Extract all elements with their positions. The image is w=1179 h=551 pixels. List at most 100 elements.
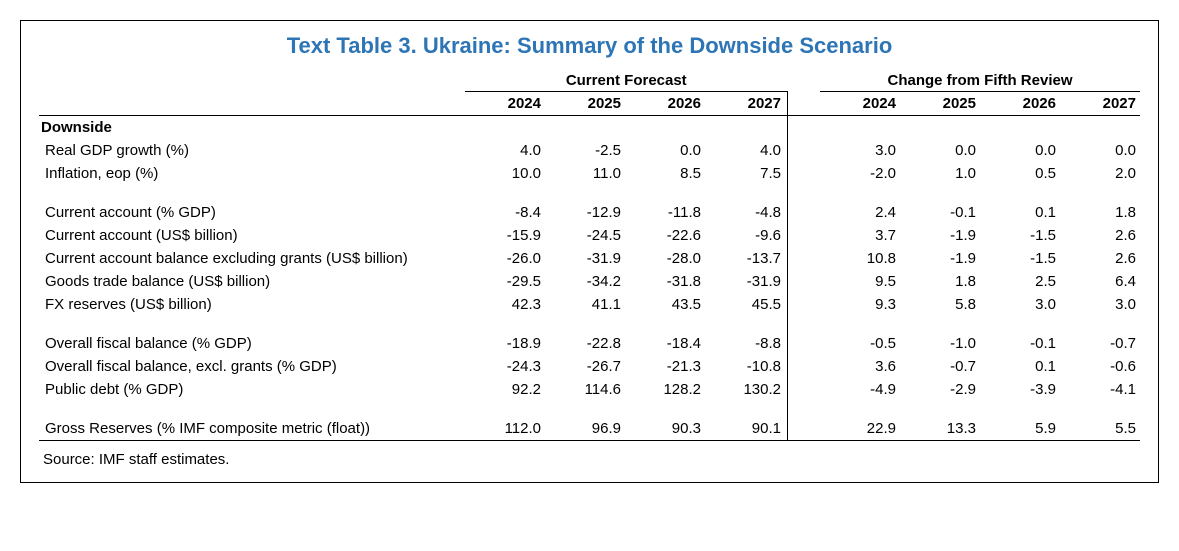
cell-value: -22.8 [545,332,625,355]
cell-value: -0.1 [980,332,1060,355]
cell-value: 2.6 [1060,224,1140,247]
cell-value: -12.9 [545,201,625,224]
cell-value: 90.3 [625,417,705,441]
cell-value: 1.8 [900,270,980,293]
row-label: Overall fiscal balance (% GDP) [39,332,465,355]
cell-value: -11.8 [625,201,705,224]
group-current-forecast: Current Forecast [465,69,788,92]
cell-value: -0.1 [900,201,980,224]
cell-value: 0.1 [980,201,1060,224]
row-label: Gross Reserves (% IMF composite metric (… [39,417,465,441]
row-label: FX reserves (US$ billion) [39,293,465,316]
cell-value: 0.0 [625,139,705,162]
cell-value: 6.4 [1060,270,1140,293]
group-change-fifth-review: Change from Fifth Review [820,69,1140,92]
cell-value: -18.9 [465,332,545,355]
data-table: Current Forecast Change from Fifth Revie… [39,69,1140,447]
year-col: 2026 [625,92,705,116]
table-row: Gross Reserves (% IMF composite metric (… [39,417,1140,441]
cell-value: -4.8 [705,201,788,224]
cell-value: 3.0 [980,293,1060,316]
cell-value: 3.0 [820,139,900,162]
year-col: 2024 [820,92,900,116]
cell-value: 5.5 [1060,417,1140,441]
cell-value: -28.0 [625,247,705,270]
row-label: Current account (US$ billion) [39,224,465,247]
cell-value: -13.7 [705,247,788,270]
cell-value: 42.3 [465,293,545,316]
table-row: Inflation, eop (%)10.011.08.57.5-2.01.00… [39,162,1140,185]
cell-value: 114.6 [545,378,625,401]
cell-value: 0.1 [980,355,1060,378]
year-col: 2026 [980,92,1060,116]
cell-value: 43.5 [625,293,705,316]
cell-value: 90.1 [705,417,788,441]
row-label: Overall fiscal balance, excl. grants (% … [39,355,465,378]
cell-value: -24.3 [465,355,545,378]
cell-value: -0.7 [1060,332,1140,355]
year-col: 2027 [705,92,788,116]
cell-value: 45.5 [705,293,788,316]
cell-value: 3.7 [820,224,900,247]
year-col: 2025 [900,92,980,116]
cell-value: 92.2 [465,378,545,401]
cell-value: -22.6 [625,224,705,247]
cell-value: 2.4 [820,201,900,224]
cell-value: -9.6 [705,224,788,247]
cell-value: 13.3 [900,417,980,441]
table-row: Public debt (% GDP)92.2114.6128.2130.2-4… [39,378,1140,401]
year-col: 2024 [465,92,545,116]
cell-value: 4.0 [705,139,788,162]
cell-value: 5.8 [900,293,980,316]
row-label: Public debt (% GDP) [39,378,465,401]
year-header-row: 2024 2025 2026 2027 2024 2025 2026 2027 [39,92,1140,116]
cell-value: -0.7 [900,355,980,378]
cell-value: -2.0 [820,162,900,185]
table-row: Current account (% GDP)-8.4-12.9-11.8-4.… [39,201,1140,224]
cell-value: -1.5 [980,224,1060,247]
row-label: Goods trade balance (US$ billion) [39,270,465,293]
cell-value: 8.5 [625,162,705,185]
cell-value: 7.5 [705,162,788,185]
cell-value: -26.0 [465,247,545,270]
cell-value: 130.2 [705,378,788,401]
source-note: Source: IMF staff estimates. [39,447,1140,468]
table-row: Current account (US$ billion)-15.9-24.5-… [39,224,1140,247]
table-frame: Text Table 3. Ukraine: Summary of the Do… [20,20,1159,483]
cell-value: 0.0 [1060,139,1140,162]
row-label: Current account (% GDP) [39,201,465,224]
cell-value: -1.9 [900,247,980,270]
table-title: Text Table 3. Ukraine: Summary of the Do… [39,33,1140,59]
cell-value: -18.4 [625,332,705,355]
cell-value: 3.6 [820,355,900,378]
cell-value: 3.0 [1060,293,1140,316]
table-row: Overall fiscal balance, excl. grants (% … [39,355,1140,378]
cell-value: -31.9 [705,270,788,293]
cell-value: -2.9 [900,378,980,401]
table-row: Goods trade balance (US$ billion)-29.5-3… [39,270,1140,293]
year-col: 2027 [1060,92,1140,116]
cell-value: 1.8 [1060,201,1140,224]
cell-value: -0.5 [820,332,900,355]
cell-value: -4.1 [1060,378,1140,401]
cell-value: 112.0 [465,417,545,441]
cell-value: 10.8 [820,247,900,270]
table-row: Real GDP growth (%)4.0-2.50.04.03.00.00.… [39,139,1140,162]
cell-value: -1.9 [900,224,980,247]
cell-value: -10.8 [705,355,788,378]
cell-value: 5.9 [980,417,1060,441]
row-label: Inflation, eop (%) [39,162,465,185]
cell-value: 2.0 [1060,162,1140,185]
section-label: Downside [39,116,465,140]
table-row: Current account balance excluding grants… [39,247,1140,270]
cell-value: 2.6 [1060,247,1140,270]
cell-value: 9.3 [820,293,900,316]
cell-value: -15.9 [465,224,545,247]
cell-value: -0.6 [1060,355,1140,378]
cell-value: -31.8 [625,270,705,293]
cell-value: 0.5 [980,162,1060,185]
cell-value: -24.5 [545,224,625,247]
cell-value: -4.9 [820,378,900,401]
cell-value: 41.1 [545,293,625,316]
cell-value: -31.9 [545,247,625,270]
